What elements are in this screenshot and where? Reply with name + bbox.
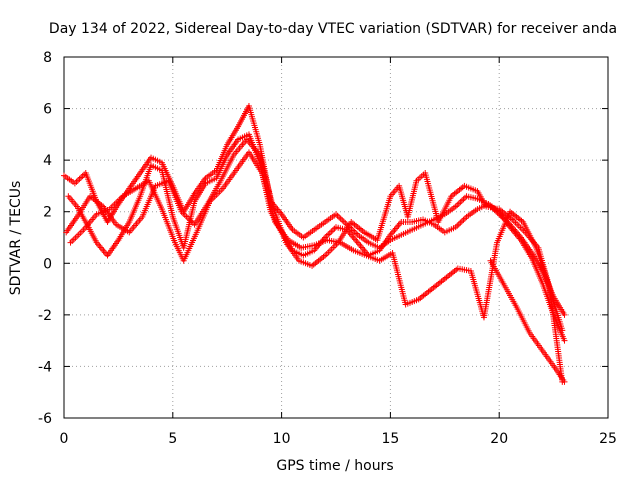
data-point-track-2	[460, 216, 467, 223]
data-point-track-2	[458, 218, 465, 225]
data-point-track-1	[339, 217, 346, 224]
data-point-track-1	[340, 218, 347, 225]
data-point-track-3	[559, 327, 566, 334]
data-point-track-1	[73, 178, 80, 185]
x-axis-label: GPS time / hours	[276, 458, 393, 474]
data-point-track-5	[561, 378, 568, 385]
y-tick-label: 2	[43, 205, 52, 221]
plot-frame	[63, 56, 609, 419]
data-point-track-2	[325, 231, 332, 238]
y-axis-label: SDTVAR / TECUs	[8, 181, 24, 296]
x-tick-label: 20	[490, 431, 508, 447]
y-tick-label: -4	[38, 359, 52, 375]
data-point-track-2	[328, 228, 335, 235]
data-point-track-2	[329, 227, 336, 234]
x-tick-label: 10	[273, 431, 291, 447]
x-tick-label: 0	[60, 431, 69, 447]
data-point-track-1	[462, 194, 469, 201]
data-point-track-1	[455, 200, 462, 207]
data-point-track-1	[76, 175, 83, 182]
data-point-track-2	[457, 219, 464, 226]
x-tick-label: 15	[381, 431, 399, 447]
data-point-track-2	[455, 221, 462, 228]
y-tick-label: 6	[43, 102, 52, 118]
data-point-track-1	[458, 197, 465, 204]
data-point-track-1	[337, 215, 344, 222]
y-tick-label: 8	[43, 50, 52, 66]
data-point-track-1	[561, 311, 568, 318]
data-point-track-1	[334, 212, 341, 219]
data-point-track-1	[457, 199, 464, 206]
data-marks	[61, 102, 568, 385]
data-point-track-2	[331, 225, 338, 232]
chart-title: Day 134 of 2022, Sidereal Day-to-day VTE…	[49, 21, 617, 37]
data-point-track-1	[79, 172, 86, 179]
data-point-track-1	[454, 202, 461, 209]
y-tick-label: 4	[43, 153, 52, 169]
x-tick-label: 25	[599, 431, 617, 447]
data-point-track-1	[78, 174, 85, 181]
y-tick-label: -6	[38, 411, 52, 427]
x-tick-label: 5	[168, 431, 177, 447]
data-point-track-2	[462, 215, 469, 222]
data-point-track-1	[460, 196, 467, 203]
data-point-track-2	[323, 233, 330, 240]
y-tick-label: -2	[38, 308, 52, 324]
y-tick-label: 0	[43, 256, 52, 272]
axis-ticks: 0 5 10 15 20 25 -6 -4 -2 0 2 4 6 8	[38, 50, 617, 447]
grid	[64, 57, 608, 418]
data-point-track-2	[561, 337, 568, 344]
data-point-track-2	[326, 230, 333, 237]
